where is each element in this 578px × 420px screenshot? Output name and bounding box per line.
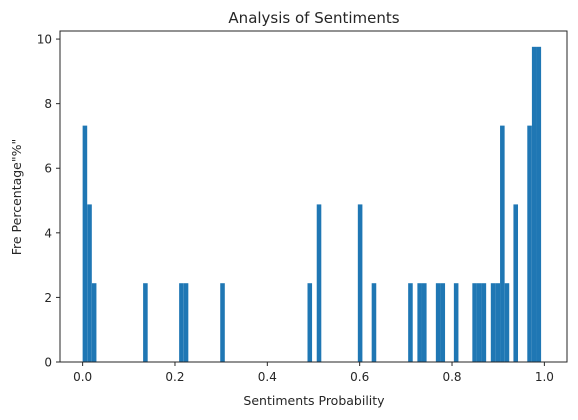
histogram-bar [531,46,537,362]
histogram-bar [143,283,148,362]
histogram-bar [408,283,413,362]
histogram-bar [357,204,363,362]
histogram-bar [183,283,189,362]
y-tick-label: 2 [44,291,52,305]
x-tick-label: 0.8 [442,370,461,384]
histogram-bar [476,283,482,362]
histogram-bar [513,204,519,362]
x-tick-label: 0.2 [165,370,184,384]
histogram-bar [220,283,225,362]
histogram-bar [495,283,500,362]
histogram-bar [435,283,441,362]
histogram-bar [481,283,487,362]
y-tick-label: 6 [44,162,52,176]
y-tick-label: 4 [44,226,52,240]
histogram-bar [307,283,313,362]
y-tick-label: 0 [44,356,52,370]
histogram-bar [179,283,184,362]
y-axis-label: Fre Percentage"%" [9,139,24,256]
histogram-bar [472,283,477,362]
plot-frame [59,30,568,363]
y-tick-label: 10 [37,33,52,47]
histogram-bar [422,283,427,362]
x-tick-label: 0.4 [258,370,277,384]
histogram-bar [316,204,322,362]
histogram-bar [504,283,510,362]
histogram-bar [82,125,88,363]
histogram-bar [91,283,97,362]
chart-title: Analysis of Sentiments [228,9,399,27]
x-tick-label: 0.6 [350,370,369,384]
histogram-bar [371,283,377,362]
x-axis-label: Sentiments Probability [243,393,385,408]
histogram-bar [536,46,542,362]
histogram-bar [527,125,532,363]
y-tick-label: 8 [44,97,52,111]
histogram-bar [417,283,422,362]
histogram-bar [440,283,446,362]
histogram-bar [87,204,92,362]
axes-layer: 0.0 0.2 0.4 0.6 0.8 1.0 0 2 4 6 8 10 [37,30,568,384]
x-tick-label: 0.0 [73,370,92,384]
histogram-bar [500,125,505,363]
histogram-bar [490,283,496,362]
histogram-bar [453,283,459,362]
bars-layer [82,46,542,363]
x-tick-label: 1.0 [535,370,554,384]
